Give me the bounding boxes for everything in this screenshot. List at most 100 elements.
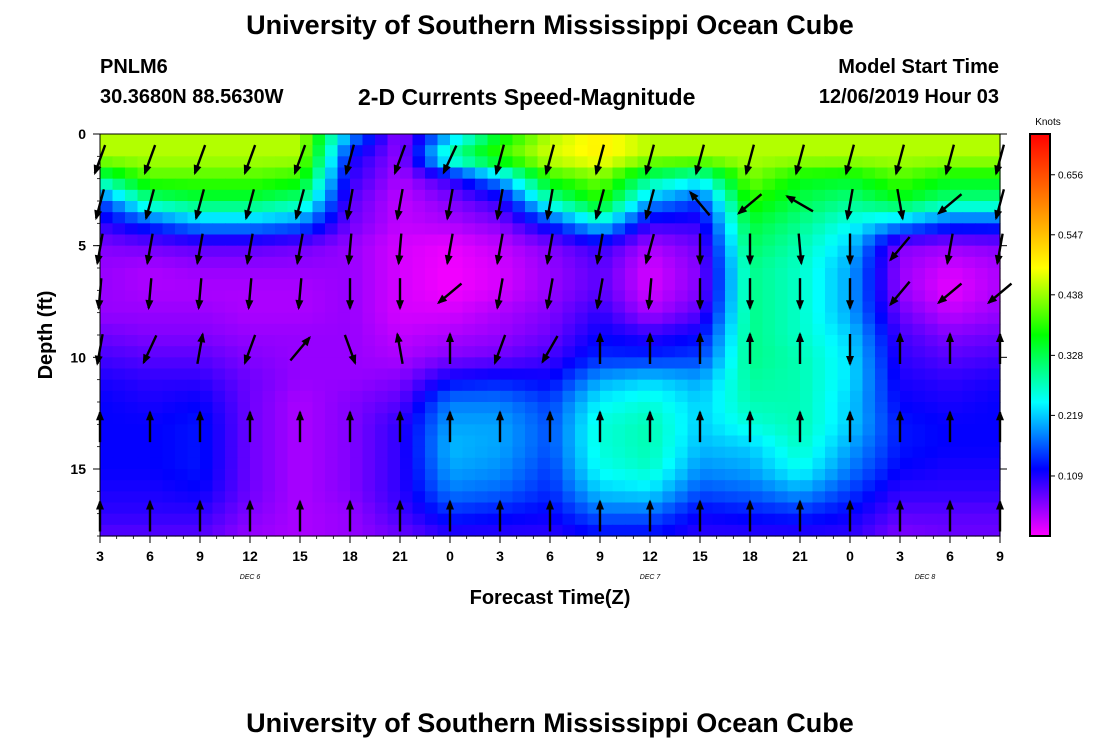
- heatmap-cell: [425, 156, 439, 169]
- heatmap-cell: [637, 335, 651, 347]
- heatmap-cell: [425, 178, 439, 191]
- heatmap-cell: [987, 234, 1001, 247]
- heatmap-cell: [650, 457, 664, 470]
- heatmap-cell: [275, 502, 289, 515]
- heatmap-cell: [337, 290, 351, 303]
- current-vector: [696, 410, 704, 443]
- heatmap-cell: [125, 245, 139, 258]
- current-vector: [442, 145, 458, 175]
- heatmap-cell: [737, 268, 751, 280]
- heatmap-cell: [537, 457, 551, 470]
- heatmap-cell: [650, 513, 664, 526]
- heatmap-cell: [737, 223, 751, 236]
- heatmap-cell: [725, 457, 739, 470]
- heatmap-cell: [975, 513, 989, 526]
- heatmap-cell: [412, 156, 426, 169]
- heatmap-cell: [562, 323, 576, 336]
- heatmap-cell: [475, 513, 489, 526]
- heatmap-cell: [825, 390, 839, 403]
- heatmap-cell: [850, 178, 864, 191]
- heatmap-cell: [337, 480, 351, 492]
- heatmap-cell: [750, 346, 764, 358]
- heatmap-cell: [337, 469, 351, 481]
- heatmap-cell: [112, 413, 126, 425]
- heatmap-cell: [387, 491, 401, 504]
- heatmap-cell: [412, 178, 426, 191]
- heatmap-cell: [137, 335, 151, 347]
- current-vector: [396, 499, 404, 532]
- heatmap-cell: [512, 413, 526, 425]
- heatmap-cell: [687, 390, 701, 403]
- heatmap-cell: [712, 201, 726, 213]
- heatmap-cell: [375, 145, 389, 157]
- heatmap-cell: [800, 357, 814, 370]
- heatmap-cell: [450, 357, 464, 370]
- heatmap-cell: [275, 491, 289, 504]
- heatmap-cell: [350, 379, 364, 392]
- heatmap-cell: [637, 480, 651, 492]
- heatmap-cell: [100, 301, 114, 314]
- heatmap-cell: [675, 256, 689, 269]
- current-vector: [193, 144, 207, 176]
- heatmap-cell: [362, 212, 376, 224]
- heatmap-cell: [262, 279, 276, 291]
- heatmap-cell: [587, 402, 601, 414]
- heatmap-cell: [400, 256, 414, 269]
- heatmap-cell: [575, 178, 589, 191]
- heatmap-cell: [200, 457, 214, 470]
- heatmap-cell: [987, 435, 1001, 448]
- heatmap-cell: [237, 223, 251, 236]
- heatmap-cell: [862, 290, 876, 303]
- heatmap-cell: [312, 201, 326, 213]
- heatmap-cell: [700, 189, 714, 202]
- heatmap-cell: [525, 256, 539, 269]
- heatmap-cell: [975, 413, 989, 425]
- heatmap-cell: [512, 167, 526, 180]
- heatmap-cell: [812, 402, 826, 414]
- heatmap-cell: [600, 256, 614, 269]
- heatmap-cell: [662, 480, 676, 492]
- heatmap-cell: [762, 379, 776, 392]
- heatmap-cell: [162, 424, 176, 437]
- heatmap-cell: [825, 245, 839, 258]
- heatmap-cell: [700, 524, 714, 537]
- heatmap-cell: [962, 268, 976, 280]
- heatmap-cell: [287, 312, 301, 325]
- heatmap-cell: [437, 346, 451, 358]
- heatmap-cell: [937, 178, 951, 191]
- heatmap-cell: [850, 424, 864, 437]
- heatmap-cell: [175, 301, 189, 314]
- current-vector: [796, 278, 804, 311]
- heatmap-cell: [487, 167, 501, 180]
- heatmap-cell: [912, 379, 926, 392]
- heatmap-cell: [312, 379, 326, 392]
- heatmap-cell: [850, 256, 864, 269]
- heatmap-cell: [262, 312, 276, 325]
- heatmap-cell: [500, 178, 514, 191]
- heatmap-cell: [237, 379, 251, 392]
- heatmap-cell: [675, 279, 689, 291]
- heatmap-cell: [387, 323, 401, 336]
- heatmap-cell: [912, 256, 926, 269]
- heatmap-cell: [262, 223, 276, 236]
- heatmap-cell: [562, 145, 576, 157]
- heatmap-cell: [512, 357, 526, 370]
- heatmap-cell: [200, 290, 214, 303]
- heatmap-cell: [537, 245, 551, 258]
- heatmap-cell: [750, 268, 764, 280]
- heatmap-cell: [675, 457, 689, 470]
- heatmap-cell: [225, 212, 239, 224]
- heatmap-cell: [487, 312, 501, 325]
- heatmap-cell: [400, 178, 414, 191]
- heatmap-cell: [500, 368, 514, 381]
- heatmap-cell: [450, 368, 464, 381]
- heatmap-cell: [162, 167, 176, 180]
- heatmap-cell: [187, 457, 201, 470]
- heatmap-cell: [225, 290, 239, 303]
- heatmap-cell: [175, 469, 189, 481]
- heatmap-cell: [425, 469, 439, 481]
- heatmap-cell: [987, 480, 1001, 492]
- heatmap-cell: [975, 335, 989, 347]
- heatmap-cell: [250, 413, 264, 425]
- heatmap-cell: [900, 402, 914, 414]
